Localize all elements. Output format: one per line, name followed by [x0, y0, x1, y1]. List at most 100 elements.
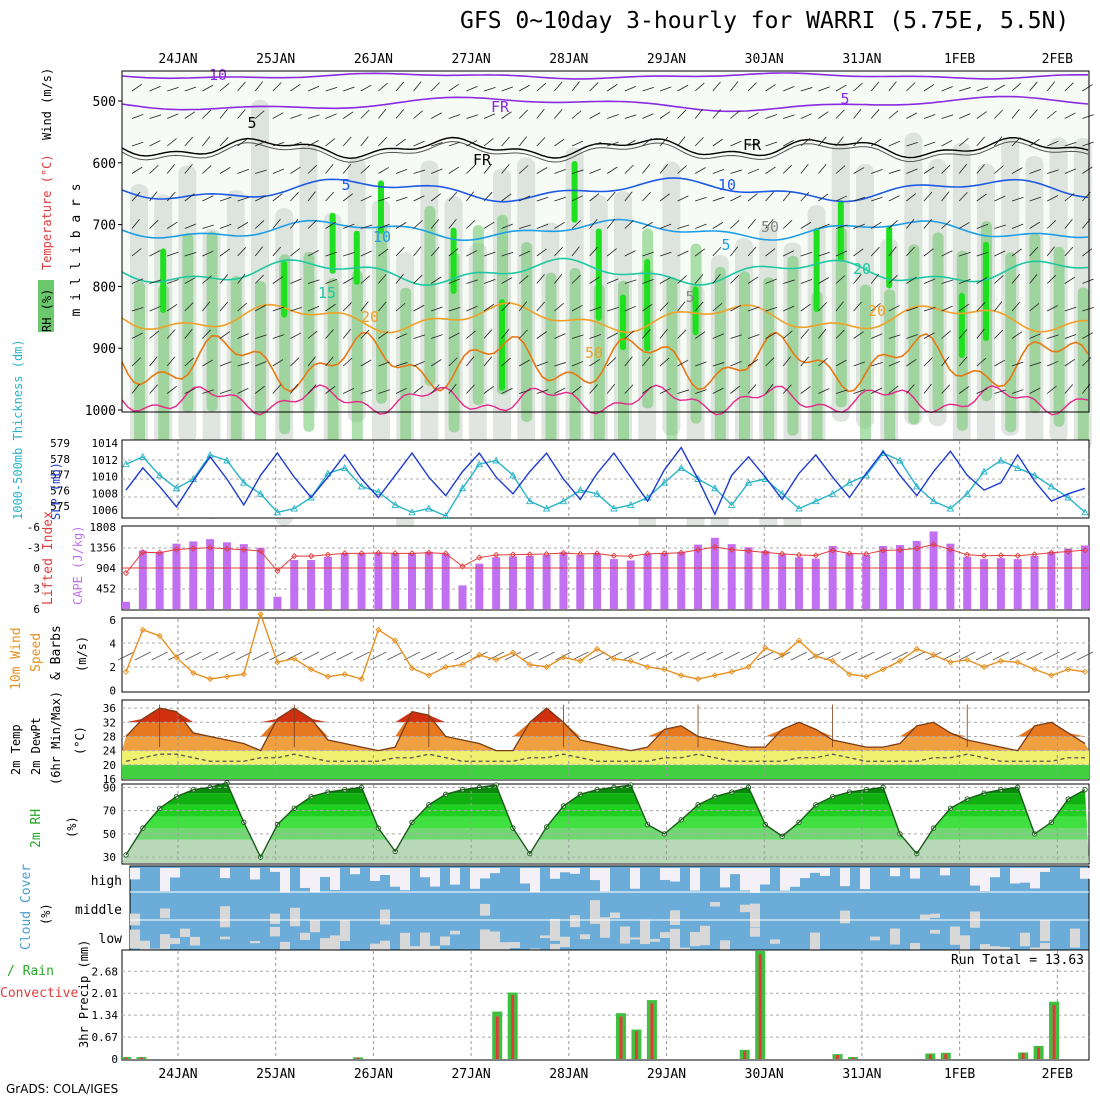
- wind-barb: [606, 166, 618, 174]
- cape-bar: [710, 537, 719, 609]
- wind-barb: [255, 195, 267, 202]
- wind-barb: [254, 385, 265, 394]
- wind-barb: [149, 140, 161, 147]
- cloud-high-cell: [840, 868, 850, 887]
- wind-barb: [501, 223, 513, 229]
- cape-bar: [660, 553, 669, 609]
- cloud-low-cell: [490, 931, 500, 950]
- wind-barb: [202, 329, 211, 339]
- wind-barb: [888, 385, 899, 394]
- rh-shade-bright: [378, 180, 384, 234]
- rh-shade-bright: [353, 230, 360, 285]
- wind-barb: [941, 384, 951, 394]
- wind-barb: [853, 82, 863, 92]
- wind-barb: [730, 169, 742, 174]
- cape-bar: [424, 551, 433, 609]
- wind-barb: [923, 248, 934, 257]
- precip-conv-bar: [634, 1031, 638, 1059]
- cloud-low-cell: [580, 934, 590, 940]
- wind-barb: [800, 356, 809, 367]
- cloud-mid-cell: [270, 913, 280, 924]
- wind-barb: [1082, 248, 1093, 257]
- surface-barb: [942, 651, 959, 661]
- rh-shade-green: [1029, 233, 1041, 414]
- surface-barb: [706, 651, 724, 661]
- wind-barb: [906, 193, 917, 202]
- wind-barb: [166, 163, 176, 174]
- wind-barb: [923, 141, 936, 147]
- wind-ticks: 6 4 2 0: [109, 614, 116, 698]
- cloud-low-cell: [600, 926, 610, 933]
- wind-speed-marker: [964, 656, 971, 663]
- wind-barb: [835, 389, 848, 394]
- wind-barb: [571, 334, 584, 339]
- top-date-label: 26JAN: [354, 52, 393, 67]
- wind-barb: [783, 250, 795, 257]
- cape-bar: [912, 540, 921, 609]
- wind-barb: [1011, 137, 1021, 147]
- surface-barb: [117, 651, 135, 661]
- wind-barb: [712, 303, 723, 312]
- wind-barb: [254, 274, 264, 284]
- top-date-label: 28JAN: [549, 52, 588, 67]
- wind-barb: [1064, 112, 1076, 119]
- cape-bar: [1064, 548, 1073, 609]
- contour-label: 5: [247, 114, 256, 132]
- wind-barb: [800, 113, 812, 119]
- cloud-row-label: middle: [75, 903, 122, 918]
- cape-bar: [374, 552, 383, 609]
- wind-barb: [923, 114, 936, 119]
- wind-barb: [870, 303, 881, 312]
- wind-tick: 6: [109, 614, 116, 627]
- wind-barb: [571, 140, 584, 147]
- cloud-high-cell: [820, 868, 830, 876]
- cloud-high-cell: [660, 868, 670, 880]
- precip-conv-bar: [758, 954, 762, 1059]
- wind-barb: [167, 113, 179, 119]
- surface-barb: [1043, 651, 1060, 661]
- wind-barb: [202, 250, 214, 257]
- wind-barb: [642, 303, 653, 312]
- wind-barb: [818, 136, 827, 147]
- cloud-high-cell: [300, 868, 310, 888]
- wind-barb: [959, 251, 971, 257]
- surface-barb: [336, 651, 353, 661]
- wind-barb: [307, 85, 320, 92]
- surface-barb: [353, 651, 370, 661]
- wind-barb: [466, 250, 478, 257]
- wind-barb: [853, 223, 865, 229]
- wind-barb: [782, 330, 793, 339]
- wind-barb: [730, 361, 742, 367]
- wind-barb: [237, 362, 250, 367]
- cape-bar: [963, 556, 972, 609]
- wind-barb: [360, 359, 372, 367]
- wind-barb: [765, 383, 774, 394]
- wind-barb: [149, 330, 160, 339]
- surface-barb: [151, 651, 168, 661]
- wind-barb: [431, 334, 443, 339]
- wind-barb: [730, 246, 739, 257]
- slp-tick: 1008: [92, 487, 119, 500]
- wind-barb: [1046, 385, 1057, 394]
- cloud-high-cell: [550, 868, 560, 879]
- wind-barb: [694, 248, 706, 257]
- wind-barb: [659, 328, 668, 339]
- surface-barb: [959, 651, 976, 661]
- surface-barb: [673, 651, 690, 661]
- wind-barb: [290, 357, 300, 367]
- wind-barb: [906, 306, 918, 312]
- li-marker: [879, 547, 887, 554]
- wind-barb: [853, 137, 863, 147]
- cape-bar: [862, 555, 871, 609]
- wind-barb: [888, 169, 901, 174]
- wind-barb: [747, 193, 758, 202]
- cloud-high-cell: [160, 868, 170, 891]
- cape-bar: [408, 553, 417, 609]
- wind-barb: [254, 220, 265, 229]
- wind-barb: [958, 137, 969, 147]
- wind-barb: [712, 387, 724, 394]
- wind-barb: [747, 334, 760, 339]
- wind-barb: [448, 141, 461, 147]
- cloud-mid-cell: [550, 918, 560, 941]
- wind-barb: [325, 385, 336, 394]
